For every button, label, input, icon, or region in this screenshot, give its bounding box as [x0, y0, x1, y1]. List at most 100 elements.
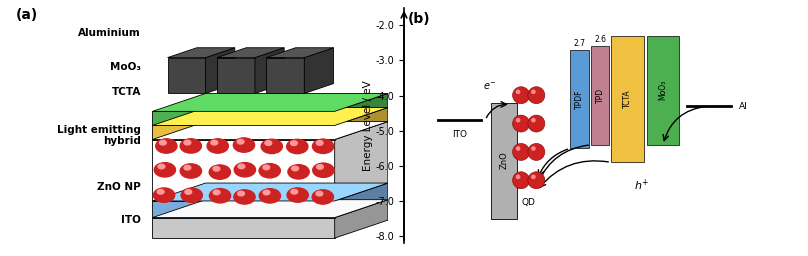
Ellipse shape: [516, 90, 520, 94]
Circle shape: [209, 189, 230, 203]
Circle shape: [291, 189, 297, 194]
Text: h$^{+}$: h$^{+}$: [634, 178, 649, 193]
Ellipse shape: [531, 118, 536, 123]
Text: 2.6: 2.6: [594, 35, 606, 44]
Text: 2.7: 2.7: [574, 39, 586, 48]
Polygon shape: [167, 48, 235, 58]
Circle shape: [180, 164, 201, 178]
Text: TCTA: TCTA: [112, 87, 141, 97]
Circle shape: [259, 164, 280, 178]
Circle shape: [292, 166, 298, 171]
Ellipse shape: [528, 172, 545, 189]
Polygon shape: [217, 48, 284, 58]
Polygon shape: [153, 201, 335, 218]
Polygon shape: [335, 108, 388, 140]
Text: (b): (b): [408, 12, 431, 26]
Text: MoO₃: MoO₃: [659, 80, 667, 100]
Bar: [591, 46, 609, 145]
Ellipse shape: [512, 115, 529, 132]
Ellipse shape: [531, 175, 536, 179]
Circle shape: [259, 189, 280, 203]
Ellipse shape: [528, 115, 545, 132]
Ellipse shape: [516, 146, 520, 151]
Bar: [646, 36, 680, 145]
Circle shape: [211, 140, 217, 145]
Circle shape: [316, 141, 323, 145]
Circle shape: [263, 165, 270, 170]
Circle shape: [181, 188, 202, 202]
Circle shape: [238, 164, 245, 169]
Circle shape: [154, 188, 175, 202]
Circle shape: [156, 139, 177, 153]
Polygon shape: [267, 48, 334, 58]
Text: TCTA: TCTA: [623, 90, 632, 108]
Text: Al: Al: [739, 102, 747, 111]
Polygon shape: [153, 111, 335, 125]
Circle shape: [159, 140, 166, 145]
Circle shape: [290, 141, 297, 145]
Text: MoO₃: MoO₃: [110, 61, 141, 72]
Circle shape: [154, 163, 175, 177]
Text: TPD: TPD: [595, 88, 604, 103]
Circle shape: [207, 139, 229, 153]
Circle shape: [261, 139, 283, 154]
Circle shape: [238, 140, 244, 144]
Text: Light emitting
hybrid: Light emitting hybrid: [57, 125, 141, 146]
Ellipse shape: [516, 118, 520, 123]
Circle shape: [234, 163, 255, 177]
Polygon shape: [153, 218, 335, 238]
Circle shape: [180, 139, 201, 153]
Ellipse shape: [516, 175, 520, 179]
Text: Aluminium: Aluminium: [78, 28, 141, 38]
Polygon shape: [217, 58, 255, 93]
Circle shape: [213, 190, 220, 195]
Circle shape: [287, 188, 309, 202]
Polygon shape: [305, 48, 334, 93]
Polygon shape: [267, 58, 305, 93]
Polygon shape: [255, 48, 284, 93]
Ellipse shape: [512, 87, 529, 104]
Circle shape: [238, 191, 245, 196]
Text: ZnO NP: ZnO NP: [97, 182, 141, 192]
Polygon shape: [205, 48, 235, 93]
Polygon shape: [335, 183, 388, 218]
Text: e$^{-}$: e$^{-}$: [482, 81, 495, 92]
Circle shape: [287, 139, 308, 154]
Circle shape: [313, 139, 334, 153]
Circle shape: [185, 190, 191, 194]
Ellipse shape: [512, 143, 529, 161]
Circle shape: [317, 165, 323, 169]
Bar: [570, 50, 589, 148]
Ellipse shape: [531, 90, 536, 94]
Polygon shape: [153, 183, 388, 201]
Text: TPDF: TPDF: [575, 89, 584, 109]
Polygon shape: [167, 58, 205, 93]
Y-axis label: Energy Level / eV: Energy Level / eV: [363, 80, 372, 171]
Circle shape: [288, 165, 309, 179]
Polygon shape: [335, 93, 388, 125]
Bar: [611, 36, 643, 162]
Polygon shape: [153, 122, 388, 140]
Circle shape: [184, 140, 191, 145]
Circle shape: [234, 138, 255, 152]
Polygon shape: [153, 93, 388, 111]
Circle shape: [312, 190, 334, 204]
Ellipse shape: [531, 146, 536, 151]
Circle shape: [234, 190, 255, 204]
Text: QD: QD: [522, 198, 536, 207]
Circle shape: [184, 165, 191, 170]
Circle shape: [313, 163, 334, 177]
Polygon shape: [335, 122, 388, 201]
Circle shape: [263, 190, 270, 195]
Circle shape: [158, 164, 165, 169]
Polygon shape: [335, 200, 388, 238]
Ellipse shape: [528, 87, 545, 104]
Text: (a): (a): [15, 8, 38, 22]
Polygon shape: [153, 125, 335, 140]
Ellipse shape: [512, 172, 529, 189]
Circle shape: [158, 189, 164, 194]
Text: ZnO: ZnO: [499, 152, 508, 169]
Circle shape: [265, 141, 271, 145]
Ellipse shape: [528, 143, 545, 161]
Circle shape: [213, 166, 220, 171]
